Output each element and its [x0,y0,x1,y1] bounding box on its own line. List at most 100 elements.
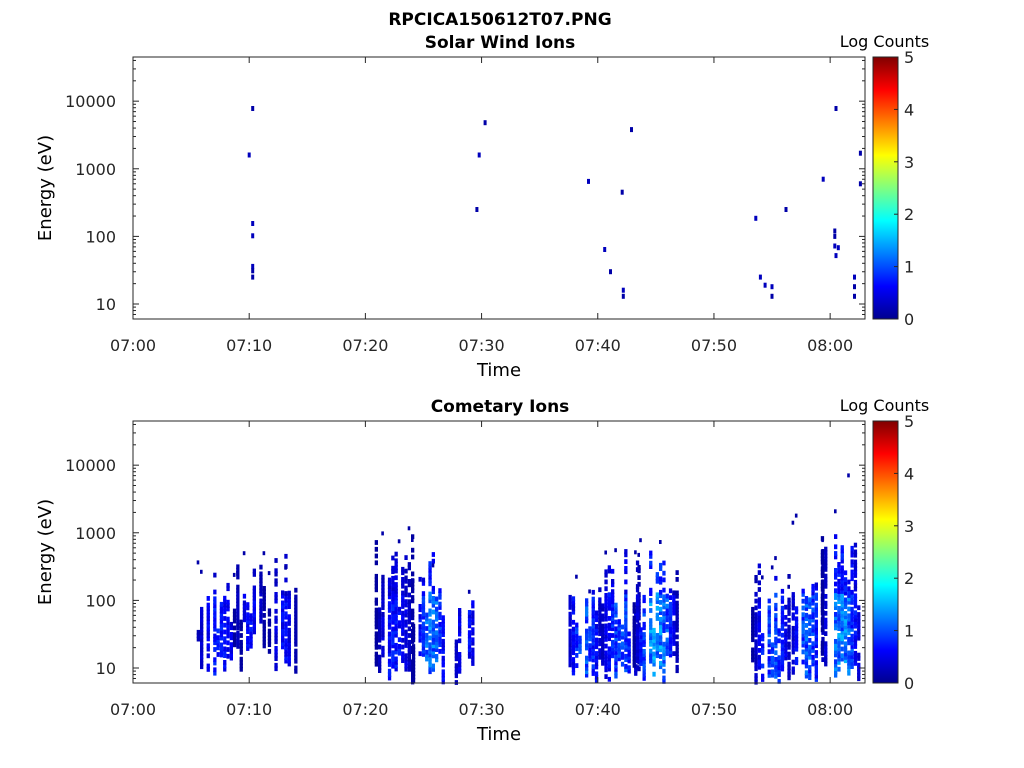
heatmap-cell [411,647,416,653]
heatmap-cell [672,637,676,643]
heatmap-cell [431,643,435,649]
heatmap-cell [458,662,462,667]
heatmap-cell [391,582,395,588]
heatmap-cell [378,617,382,623]
heatmap-cell [751,623,755,629]
heatmap-cell [850,593,854,598]
heatmap-cell [652,644,656,650]
heatmap-cell [381,605,385,610]
colorbar-gradient [872,420,899,684]
heatmap-cell [206,612,210,618]
heatmap-cell [635,648,640,654]
heatmap-cell [294,594,298,600]
x-tick-label: 07:50 [691,700,737,719]
heatmap-cell [617,646,621,651]
heatmap-cell [834,639,838,644]
heatmap-cell [754,612,758,617]
heatmap-cell [378,668,382,673]
heatmap-cell [435,610,439,615]
heatmap-cell [242,614,247,619]
heatmap-cell [259,574,263,580]
heatmap-cell [259,578,263,583]
heatmap-cell [611,623,615,628]
heatmap-cell [598,587,602,593]
heatmap-cell [804,599,809,605]
heatmap-cell [840,602,844,608]
figure-title: RPCICA150612T07.PNG [388,10,611,30]
heatmap-cell [774,670,778,676]
heatmap-cell [594,613,599,619]
heatmap-cell [428,567,432,573]
heatmap-cell [614,646,618,652]
heatmap-cell [394,666,398,672]
heatmap-cell [568,605,572,610]
heatmap-cell [675,654,679,660]
heatmap-cell [387,631,392,637]
heatmap-cell [777,672,781,677]
heatmap-cell [801,639,805,645]
heatmap-cell [575,639,579,645]
heatmap-cell [808,617,812,623]
heatmap-cell [668,595,673,600]
heatmap-cell [568,628,572,634]
heatmap-cell [374,624,378,630]
heatmap-cell [665,624,669,629]
heatmap-cell [642,625,646,631]
heatmap-cell [672,590,676,596]
heatmap-cell [791,605,795,611]
heatmap-cell [598,617,602,623]
heatmap-cell [585,608,589,614]
heatmap-cell [794,513,798,518]
heatmap-cell [568,642,572,647]
heatmap-cell [804,602,809,608]
heatmap-cell [614,670,618,676]
heatmap-cell [421,645,426,651]
heatmap-cell [594,678,599,683]
heatmap-cell [624,609,628,615]
heatmap-cell [627,631,631,637]
heatmap-cell [239,656,243,662]
heatmap-cell [407,633,411,638]
heatmap-cell [774,626,778,632]
heatmap-cell [611,606,615,611]
heatmap-cell [578,649,582,654]
heatmap-cell [811,607,815,613]
heatmap-cell [787,668,791,674]
heatmap-cell [454,642,458,648]
heatmap-cell [611,626,615,632]
heatmap-cell [601,627,605,632]
heatmap-cell [794,660,799,666]
heatmap-cell [223,649,227,655]
heatmap-cell [601,616,605,622]
heatmap-cell [853,542,858,548]
heatmap-cell [274,578,278,584]
heatmap-cell [604,609,608,615]
heatmap-cell [834,595,838,600]
heatmap-cell [624,653,628,659]
colorbar-tick-label: 4 [904,100,914,119]
heatmap-cell [857,656,861,661]
heatmap-cell [381,615,385,621]
heatmap-cell [213,589,217,595]
heatmap-cell [438,611,442,617]
heatmap-cell [634,671,638,676]
heatmap-cell [591,589,595,595]
heatmap-cell [381,601,385,607]
heatmap-cell [659,647,663,653]
heatmap-cell [820,556,825,562]
heatmap-cell [411,538,414,542]
heatmap-cell [421,614,426,620]
heatmap-cell [804,673,809,679]
heatmap-cell [598,638,602,643]
heatmap-cell [287,590,291,596]
heatmap-cell [229,625,233,631]
heatmap-cell [223,639,227,645]
heatmap-cell [814,612,818,618]
heatmap-cell [196,636,200,642]
heatmap-cell [206,626,210,632]
heatmap-cell [820,603,825,609]
heatmap-cell [843,641,848,647]
heatmap-cell [665,597,669,602]
heatmap-cell [672,607,676,613]
heatmap-cell [259,605,263,611]
